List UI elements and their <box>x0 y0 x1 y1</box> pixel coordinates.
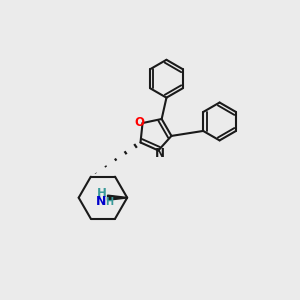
Text: O: O <box>134 116 144 129</box>
Text: N: N <box>96 195 106 208</box>
Text: H: H <box>105 197 113 207</box>
Polygon shape <box>108 195 127 200</box>
Text: N: N <box>154 147 164 160</box>
Text: H: H <box>96 187 106 200</box>
